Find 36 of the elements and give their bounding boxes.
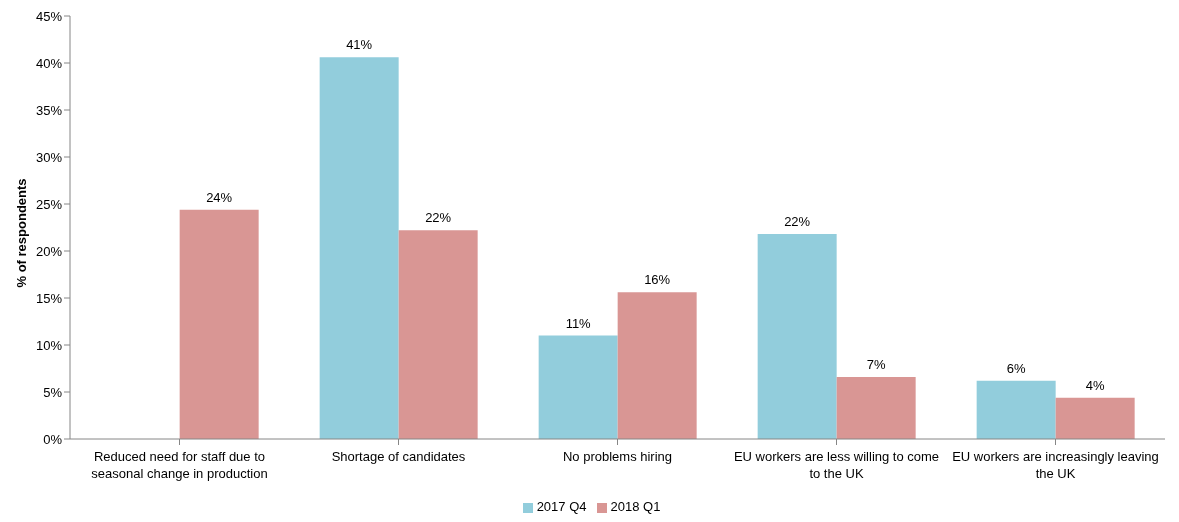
x-tick-label: EU workers are increasingly leaving the UK (952, 449, 1159, 481)
y-axis-title: % of respondents (13, 178, 29, 288)
y-tick-label: 15% (35, 290, 63, 306)
y-tick-label: 20% (35, 243, 63, 259)
y-tick-label: 10% (35, 337, 63, 353)
x-tick-label: EU workers are less willing to come to the UK (733, 449, 940, 481)
bar (538, 335, 618, 439)
data-label: 22% (784, 214, 811, 230)
legend-label: 2017 Q4 (536, 499, 587, 514)
data-label: 24% (206, 189, 233, 205)
y-tick-label: 45% (35, 8, 63, 24)
data-label: 11% (565, 315, 592, 331)
y-tick-label: 0% (43, 431, 63, 447)
data-label: 41% (346, 37, 373, 53)
data-label: 16% (644, 272, 671, 288)
y-tick-label: 25% (35, 196, 63, 212)
bar (757, 234, 837, 439)
bar (179, 209, 259, 439)
y-tick-label: 5% (43, 384, 63, 400)
data-label: 7% (866, 356, 886, 372)
data-label: 6% (1006, 360, 1026, 376)
x-tick-label: No problems hiring (562, 449, 673, 464)
y-tick-label: 35% (35, 102, 63, 118)
bar (398, 230, 478, 439)
x-tick-label: Reduced need for staff due to seasonal change in production (91, 449, 268, 481)
data-label: 4% (1085, 377, 1105, 393)
bar (1055, 397, 1135, 439)
y-tick-label: 30% (35, 149, 63, 165)
y-tick-label: 40% (35, 55, 63, 71)
bar (836, 376, 916, 439)
bar (617, 292, 697, 439)
bar (976, 380, 1056, 439)
data-label: 22% (425, 210, 452, 226)
x-tick-label: Shortage of candidates (331, 449, 466, 464)
bar (319, 57, 399, 439)
legend-label: 2018 Q1 (610, 499, 661, 514)
